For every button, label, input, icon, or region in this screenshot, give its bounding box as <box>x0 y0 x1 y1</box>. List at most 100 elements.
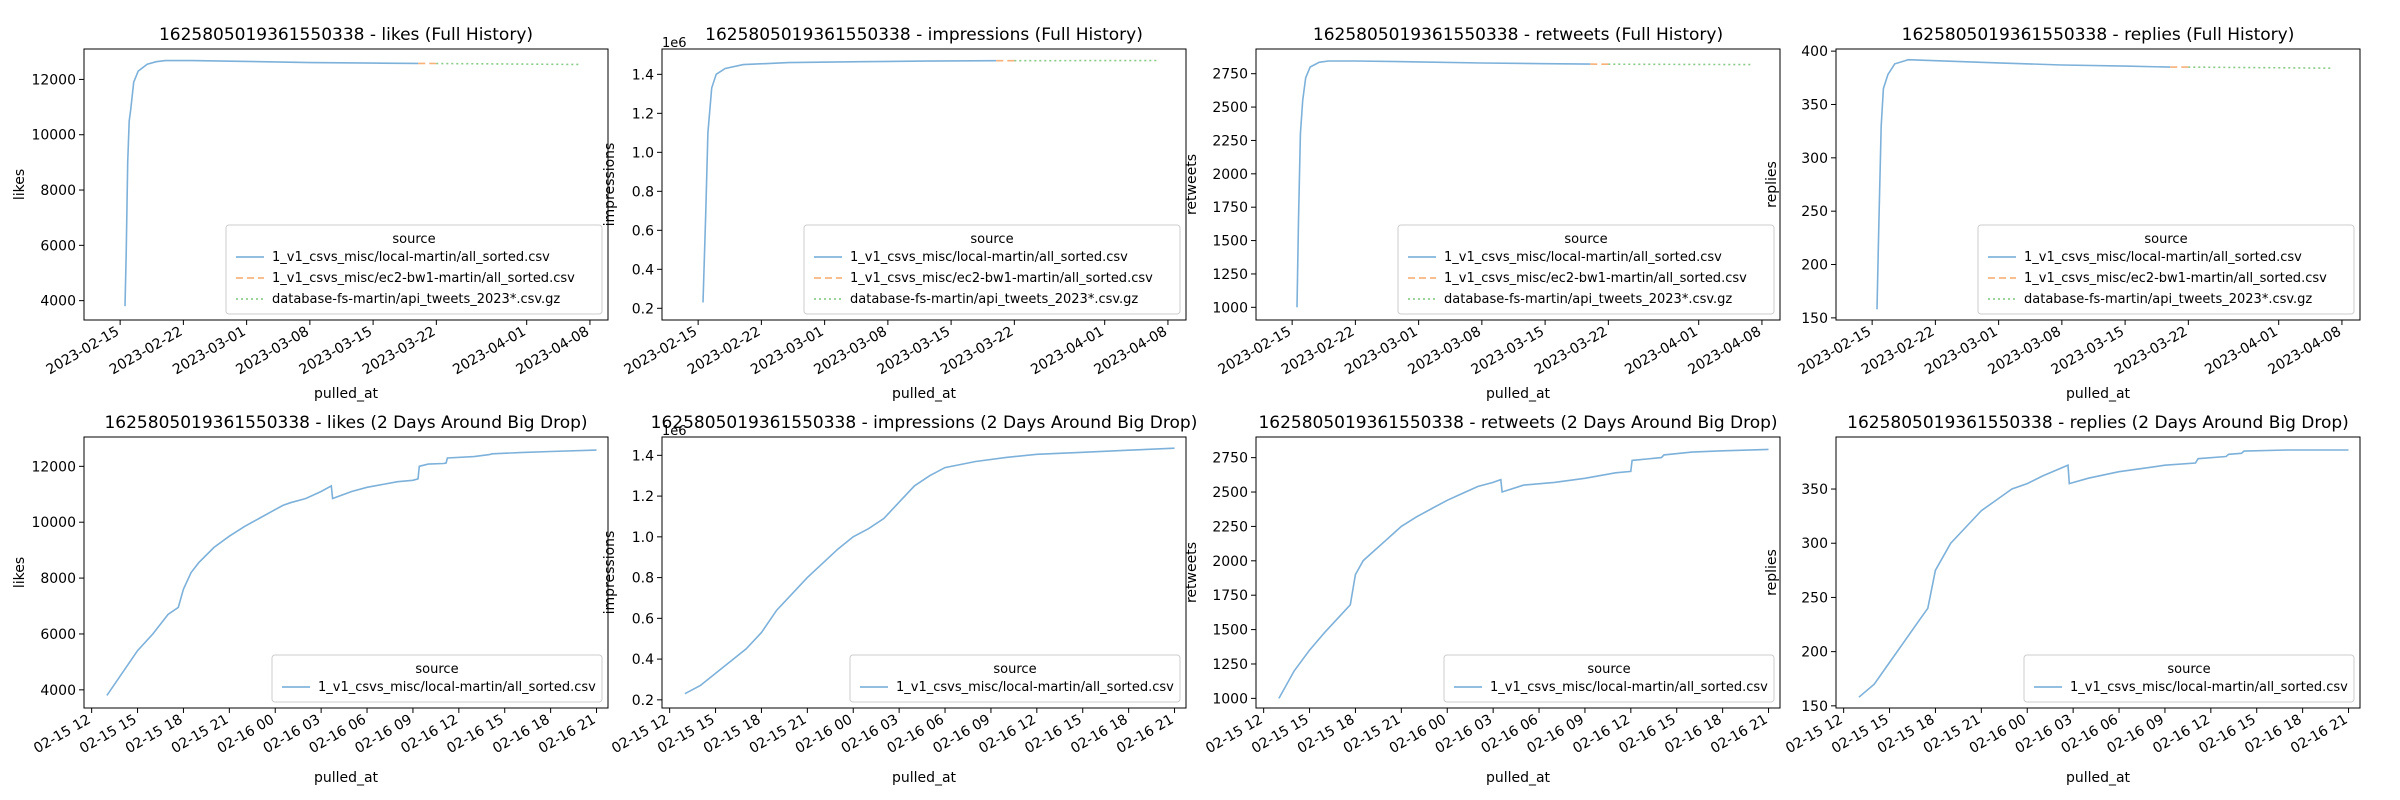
legend-entry: 1_v1_csvs_misc/local-martin/all_sorted.c… <box>850 250 1128 265</box>
legend: source 1_v1_csvs_misc/local-martin/all_so… <box>2023 654 2355 703</box>
legend-entry: 1_v1_csvs_misc/ec2-bw1-martin/all_sorted… <box>272 271 575 286</box>
chart-title: 1625805019361550338 - impressions (Full … <box>705 25 1143 45</box>
y-tick-label: 400 <box>1801 44 1828 60</box>
legend-entry: database-fs-martin/api_tweets_2023*.csv.… <box>1444 292 1732 307</box>
chart-panel-3: 1625805019361550338 - retweets (Full His… <box>1184 25 1781 402</box>
legend-title: source <box>415 662 458 677</box>
axes-frame <box>661 48 1187 321</box>
y-tick-label: 1.2 <box>632 489 654 505</box>
y-tick-label: 350 <box>1801 482 1828 498</box>
legend: source 1_v1_csvs_misc/local-martin/all_so… <box>849 654 1181 703</box>
y-tick-label: 1.0 <box>632 530 654 546</box>
y-tick-label: 10000 <box>31 515 76 531</box>
chart-title: 1625805019361550338 - likes (Full Histor… <box>159 25 533 45</box>
y-tick-label: 2250 <box>1212 133 1248 149</box>
legend: source 1_v1_csvs_misc/local-martin/all_so… <box>1977 224 2355 315</box>
axes-frame <box>1255 436 1781 709</box>
series-line-1 <box>684 447 1175 695</box>
legend-title: source <box>993 662 1036 677</box>
legend-box <box>1977 224 2355 315</box>
chart-title: 1625805019361550338 - replies (Full Hist… <box>1902 25 2295 45</box>
y-axis-label: likes <box>12 557 28 588</box>
series-line-1 <box>1876 58 2171 310</box>
y-tick-label: 1000 <box>1212 691 1248 707</box>
series-line-1 <box>1278 448 1769 699</box>
legend-box <box>225 224 603 315</box>
legend-entry: 1_v1_csvs_misc/ec2-bw1-martin/all_sorted… <box>850 271 1153 286</box>
series-line-1 <box>106 449 597 696</box>
legend-entry: 1_v1_csvs_misc/local-martin/all_sorted.c… <box>2070 680 2348 695</box>
legend-box <box>271 654 603 703</box>
legend: source 1_v1_csvs_misc/local-martin/all_so… <box>271 654 603 703</box>
legend-entry: database-fs-martin/api_tweets_2023*.csv.… <box>850 292 1138 307</box>
x-axis-label: pulled_at <box>2066 386 2131 402</box>
series-line-3 <box>2188 66 2333 69</box>
legend-entry: 1_v1_csvs_misc/local-martin/all_sorted.c… <box>896 680 1174 695</box>
axes-frame <box>83 436 609 709</box>
x-axis-label: pulled_at <box>314 770 379 786</box>
chart-panel-8: 1625805019361550338 - replies (2 Days Ar… <box>1764 413 2361 786</box>
series-line-1 <box>702 59 997 303</box>
legend-box <box>849 654 1181 703</box>
legend-entry: 1_v1_csvs_misc/local-martin/all_sorted.c… <box>1490 680 1768 695</box>
y-tick-label: 1750 <box>1212 588 1248 604</box>
y-tick-label: 1500 <box>1212 623 1248 639</box>
chart-title: 1625805019361550338 - retweets (Full His… <box>1313 25 1723 45</box>
y-tick-label: 150 <box>1801 699 1828 715</box>
chart-panel-4: 1625805019361550338 - replies (Full Hist… <box>1764 25 2361 402</box>
x-axis-label: pulled_at <box>2066 770 2131 786</box>
legend-entry: 1_v1_csvs_misc/local-martin/all_sorted.c… <box>272 250 550 265</box>
y-tick-label: 8000 <box>40 571 76 587</box>
chart-title: 1625805019361550338 - replies (2 Days Ar… <box>1847 413 2349 433</box>
y-tick-label: 6000 <box>40 238 76 254</box>
legend-entry: 1_v1_csvs_misc/local-martin/all_sorted.c… <box>318 680 596 695</box>
y-offset-label: 1e6 <box>662 36 687 51</box>
y-tick-label: 1750 <box>1212 200 1248 216</box>
y-tick-label: 2000 <box>1212 554 1248 570</box>
y-axis-label: likes <box>12 169 28 200</box>
y-tick-label: 0.4 <box>632 652 654 668</box>
chart-panel-2: 1625805019361550338 - impressions (Full … <box>602 25 1187 402</box>
y-tick-label: 250 <box>1801 590 1828 606</box>
y-tick-label: 1500 <box>1212 234 1248 250</box>
series-line-3 <box>436 62 581 66</box>
y-tick-label: 2500 <box>1212 485 1248 501</box>
chart-title: 1625805019361550338 - impressions (2 Day… <box>651 413 1198 433</box>
legend-title: source <box>1564 232 1607 247</box>
y-tick-label: 1250 <box>1212 657 1248 673</box>
y-axis-label: impressions <box>602 143 618 227</box>
axes-frame <box>1835 436 2361 709</box>
series-group <box>1278 448 1769 699</box>
y-tick-label: 4000 <box>40 294 76 310</box>
series-group <box>124 59 581 307</box>
legend-entry: 1_v1_csvs_misc/ec2-bw1-martin/all_sorted… <box>2024 271 2327 286</box>
y-tick-label: 150 <box>1801 311 1828 327</box>
y-tick-label: 2250 <box>1212 519 1248 535</box>
series-group <box>1876 58 2333 310</box>
y-tick-label: 0.4 <box>632 262 654 278</box>
y-tick-label: 2500 <box>1212 100 1248 116</box>
legend-entry: database-fs-martin/api_tweets_2023*.csv.… <box>272 292 560 307</box>
y-tick-label: 12000 <box>31 459 76 475</box>
y-offset-label: 1e6 <box>662 424 687 439</box>
series-group <box>702 59 1159 303</box>
axes-frame <box>1835 48 2361 321</box>
y-tick-label: 10000 <box>31 128 76 144</box>
y-tick-label: 1.4 <box>632 67 654 83</box>
y-tick-label: 1000 <box>1212 300 1248 316</box>
legend-title: source <box>2167 662 2210 677</box>
series-group <box>106 449 597 696</box>
legend-box <box>803 224 1181 315</box>
y-tick-label: 0.6 <box>632 223 654 239</box>
y-tick-label: 6000 <box>40 627 76 643</box>
x-axis-label: pulled_at <box>892 386 957 402</box>
y-tick-label: 300 <box>1801 151 1828 167</box>
legend: source 1_v1_csvs_misc/local-martin/all_so… <box>803 224 1181 315</box>
chart-title: 1625805019361550338 - retweets (2 Days A… <box>1258 413 1777 433</box>
y-tick-label: 200 <box>1801 258 1828 274</box>
legend-box <box>2023 654 2355 703</box>
series-group <box>1296 60 1753 308</box>
legend: source 1_v1_csvs_misc/local-martin/all_so… <box>225 224 603 315</box>
y-tick-label: 2750 <box>1212 67 1248 83</box>
